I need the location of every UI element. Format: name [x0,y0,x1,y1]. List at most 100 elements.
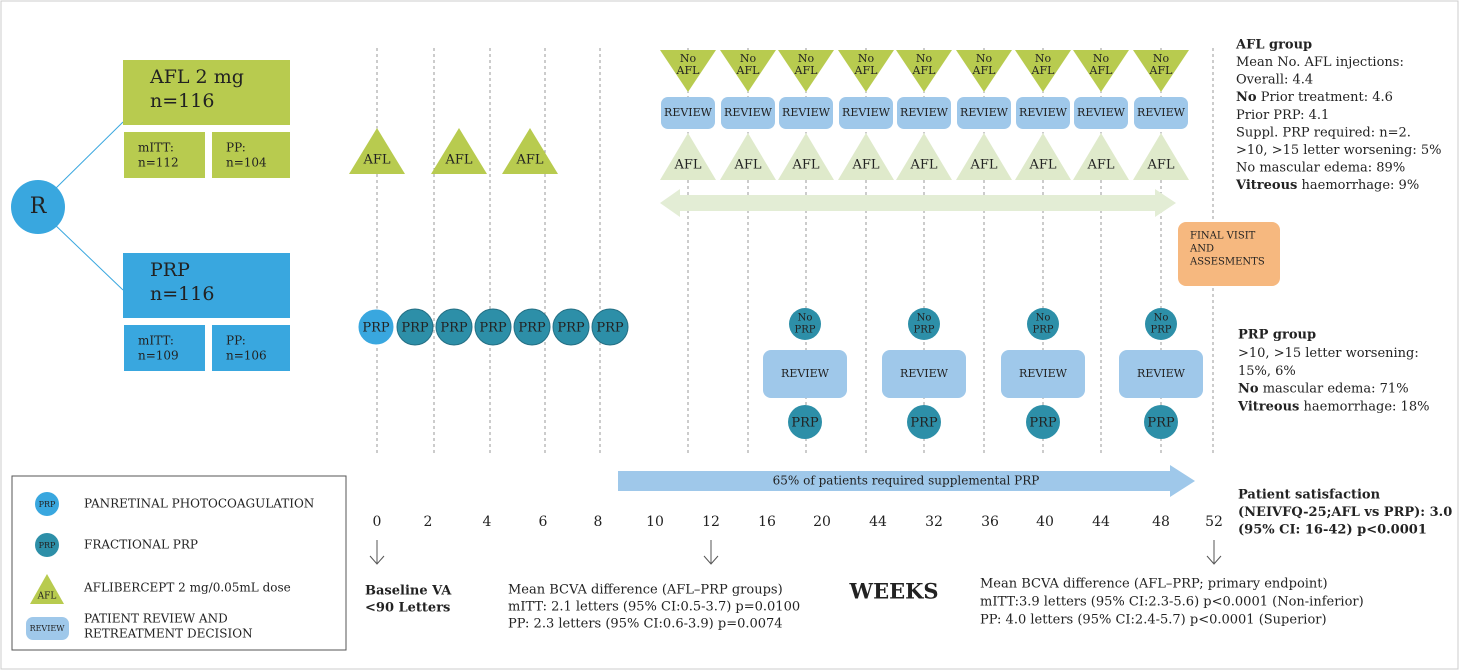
label: PRP [1033,325,1054,336]
label: AFL [851,158,879,173]
label: No [1093,52,1110,65]
stat-text: Prior treatment: 4.6 [1257,90,1393,105]
label: No [1153,52,1170,65]
review-box [882,350,966,398]
label: Patient satisfaction [1238,488,1381,503]
label: PRP [1147,416,1175,431]
label: AFL [733,158,761,173]
label: PRP group [1238,328,1316,343]
week-label: 36 [981,514,999,530]
label: AFL [1149,64,1174,77]
prp-circle [1144,405,1178,439]
stat-bold: No [1238,381,1259,396]
arm-box [123,253,290,318]
label: No [916,52,933,65]
no-afl-triangle [720,50,776,92]
week-label: 44 [1092,514,1110,530]
week-label: 2 [424,514,433,530]
no-prp-circle [908,308,940,340]
review-box [839,97,893,129]
down-arrow-head [369,555,385,565]
stat-text: 15%, 6% [1238,363,1296,378]
review-box [1134,97,1188,129]
down-arrow-head [703,555,719,565]
treatment-period-arrow [660,189,1176,217]
label: RETREATMENT DECISION [84,627,253,641]
connector [51,221,124,291]
label: PRP [795,325,816,336]
review-box [1074,97,1128,129]
label: PANRETINAL PHOTOCOAGULATION [84,497,314,511]
legend-icon [35,533,59,557]
label: n=112 [138,156,179,170]
stat-line: Overall: 4.4 [1236,72,1313,87]
label: ASSESMENTS [1189,257,1265,268]
stat-line: Prior PRP: 4.1 [1236,107,1329,122]
label: AFL [1028,158,1056,173]
prp-circle [396,308,434,346]
label: AFL [515,153,543,168]
label: No [798,313,813,324]
label: AFL [854,64,879,77]
stat-bold: Vitreous [1237,399,1299,414]
stat-line: No mascular edema: 71% [1238,381,1409,396]
label: PRP [1151,325,1172,336]
label: WEEKS [848,579,938,604]
label: (95% CI: 16-42) p<0.0001 [1238,523,1427,538]
label: AFL [1086,158,1114,173]
down-arrow-head [1206,555,1222,565]
afl-triangle-light [778,133,834,180]
week-label: 48 [1152,514,1170,530]
stat-text: haemorrhage: 9% [1297,178,1419,193]
no-afl-triangle [838,50,894,92]
label: FINAL VISIT [1190,231,1256,242]
label: REVIEW [1077,106,1126,119]
week-label: 44 [869,514,887,530]
label: No [858,52,875,65]
label: AFL 2 mg [149,66,244,88]
label: No [740,52,757,65]
week-label: 10 [646,514,664,530]
label: REVIEW [664,106,713,119]
stat-line: Suppl. PRP required: n=2. [1236,125,1411,140]
stat-text: >10, >15 letter worsening: [1238,346,1419,361]
randomization-circle [11,180,65,234]
label: PP: 4.0 letters (95% CI:2.4-5.7) p<0.000… [980,613,1327,628]
no-afl-triangle [778,50,834,92]
label: AFL [909,158,937,173]
label: PRP [479,321,507,336]
label: 65% of patients required supplemental PR… [773,474,1040,488]
label: AFL [969,158,997,173]
stat-text: haemorrhage: 18% [1299,399,1429,414]
stat-bold: No [1236,90,1257,105]
prp-circle [552,308,590,346]
arm-sub-box [212,132,290,178]
label: No [680,52,697,65]
stat-line: No mascular edema: 89% [1236,160,1405,175]
afl-triangle [431,128,487,174]
label: No [798,52,815,65]
label: AFL [1146,158,1174,173]
stat-text: Mean No. AFL injections: [1236,55,1404,70]
label: AFL [362,153,390,168]
prp-circle [591,308,629,346]
review-box [661,97,715,129]
label: REVIEW [1019,106,1068,119]
review-box [763,350,847,398]
label: mITT: [138,141,174,155]
no-afl-triangle [1133,50,1189,92]
afl-triangle [502,128,558,174]
stat-text: No mascular edema: 89% [1236,160,1405,175]
prp-circle [357,308,395,346]
week-label: 20 [813,514,831,530]
no-prp-circle [789,308,821,340]
label: <90 Letters [365,601,450,616]
afl-triangle-light [1073,133,1129,180]
label: PRP [1029,416,1057,431]
label: n=116 [150,90,214,112]
prp-circle [435,308,473,346]
label: PRP [910,416,938,431]
no-afl-triangle [1073,50,1129,92]
label: PRP [39,500,56,509]
